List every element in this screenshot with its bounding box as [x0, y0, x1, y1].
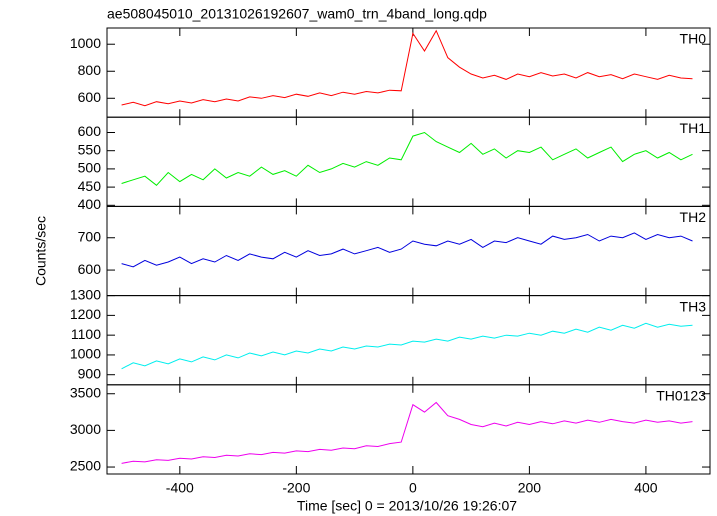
panel-frame: [106, 205, 711, 297]
x-tick-label: -400: [166, 480, 194, 496]
data-line: [121, 131, 693, 186]
y-axis-label: Counts/sec: [33, 216, 49, 286]
y-tick-label: 3500: [70, 384, 101, 400]
panel-frame: [106, 116, 711, 207]
data-line: [121, 29, 693, 107]
data-line: [121, 232, 693, 268]
y-tick-label: 600: [78, 123, 102, 139]
y-tick-label: 2500: [70, 458, 101, 474]
data-line: [121, 401, 693, 464]
y-tick-label: 600: [78, 89, 102, 105]
panel-frame: [106, 27, 711, 118]
panel-frame: [106, 295, 711, 386]
y-tick-label: 1300: [70, 286, 101, 302]
data-line: [121, 322, 693, 370]
x-tick-label: 200: [518, 480, 542, 496]
panel-label: TH3: [680, 298, 707, 314]
panel-label: TH1: [680, 120, 707, 136]
y-tick-label: 3000: [70, 421, 101, 437]
y-tick-label: 550: [78, 141, 102, 157]
chart-title: ae508045010_20131026192607_wam0_trn_4ban…: [107, 6, 487, 22]
x-tick-label: -200: [282, 480, 310, 496]
y-tick-label: 450: [78, 178, 102, 194]
y-tick-label: 600: [78, 261, 102, 277]
y-tick-label: 400: [78, 196, 102, 212]
y-tick-label: 1000: [70, 35, 101, 51]
y-tick-label: 1000: [70, 346, 101, 362]
y-tick-label: 900: [78, 365, 102, 381]
y-tick-label: 1200: [70, 306, 101, 322]
y-tick-label: 500: [78, 160, 102, 176]
panel-frame: [106, 384, 711, 475]
y-tick-label: 800: [78, 62, 102, 78]
panel-label: TH0: [680, 31, 707, 47]
x-axis-label: Time [sec] 0 = 2013/10/26 19:26:07: [297, 498, 517, 514]
y-tick-label: 1100: [71, 326, 101, 342]
panel-label: TH2: [680, 209, 707, 225]
x-tick-label: 400: [634, 480, 658, 496]
y-tick-label: 700: [78, 228, 102, 244]
x-tick-label: 0: [409, 480, 417, 496]
panel-label: TH0123: [656, 388, 706, 404]
